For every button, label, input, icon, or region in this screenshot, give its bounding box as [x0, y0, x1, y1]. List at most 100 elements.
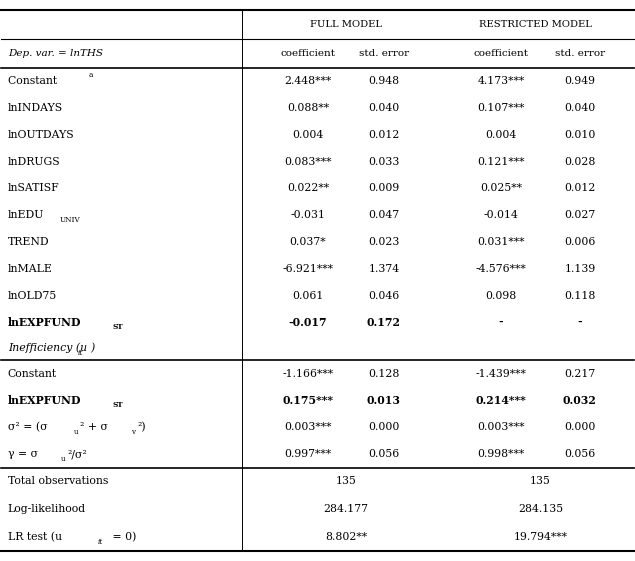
Text: lnDRUGS: lnDRUGS — [8, 157, 60, 167]
Text: RESTRICTED MODEL: RESTRICTED MODEL — [479, 20, 592, 29]
Text: lnMALE: lnMALE — [8, 264, 53, 274]
Text: 8.802**: 8.802** — [325, 532, 367, 542]
Text: 19.794***: 19.794*** — [513, 532, 567, 542]
Text: u: u — [74, 428, 79, 436]
Text: 0.003***: 0.003*** — [284, 422, 331, 433]
Text: 0.175***: 0.175*** — [283, 395, 333, 406]
Text: std. error: std. error — [359, 49, 409, 58]
Text: 4.173***: 4.173*** — [478, 76, 525, 86]
Text: 0.061: 0.061 — [292, 291, 324, 301]
Text: 0.214***: 0.214*** — [476, 395, 526, 406]
Text: 0.948: 0.948 — [368, 76, 399, 86]
Text: 0.083***: 0.083*** — [284, 157, 331, 167]
Text: 0.025**: 0.025** — [480, 183, 522, 194]
Text: 0.000: 0.000 — [368, 422, 399, 433]
Text: 284.135: 284.135 — [518, 504, 563, 514]
Text: 0.032: 0.032 — [563, 395, 597, 406]
Text: lnOUTDAYS: lnOUTDAYS — [8, 130, 74, 140]
Text: -0.014: -0.014 — [483, 210, 518, 220]
Text: FULL MODEL: FULL MODEL — [310, 20, 382, 29]
Text: 0.997***: 0.997*** — [284, 449, 331, 459]
Text: v: v — [131, 428, 135, 436]
Text: 0.998***: 0.998*** — [478, 449, 525, 459]
Text: 0.118: 0.118 — [564, 291, 596, 301]
Text: 0.046: 0.046 — [368, 291, 399, 301]
Text: 284.177: 284.177 — [323, 504, 368, 514]
Text: lnEXPFUND: lnEXPFUND — [8, 395, 81, 406]
Text: 0.128: 0.128 — [368, 369, 399, 379]
Text: 0.088**: 0.088** — [287, 103, 329, 113]
Text: coefficient: coefficient — [473, 49, 528, 58]
Text: 0.000: 0.000 — [564, 422, 596, 433]
Text: TREND: TREND — [8, 237, 50, 247]
Text: 135: 135 — [530, 476, 551, 486]
Text: 0.012: 0.012 — [564, 183, 596, 194]
Text: 0.098: 0.098 — [485, 291, 516, 301]
Text: Dep. var. = lnTHS: Dep. var. = lnTHS — [8, 49, 103, 58]
Text: 0.028: 0.028 — [564, 157, 596, 167]
Text: Constant: Constant — [8, 369, 57, 379]
Text: lnOLD75: lnOLD75 — [8, 291, 57, 301]
Text: = 0): = 0) — [109, 532, 137, 542]
Text: 1.374: 1.374 — [368, 264, 399, 274]
Text: 1.139: 1.139 — [565, 264, 596, 274]
Text: 0.022**: 0.022** — [287, 183, 329, 194]
Text: ST: ST — [112, 401, 123, 409]
Text: coefficient: coefficient — [281, 49, 335, 58]
Text: ST: ST — [112, 323, 123, 331]
Text: UNIV: UNIV — [60, 215, 80, 224]
Text: -4.576***: -4.576*** — [476, 264, 526, 274]
Text: Log-likelihood: Log-likelihood — [8, 504, 86, 514]
Text: ²): ²) — [137, 422, 146, 433]
Text: 0.040: 0.040 — [368, 103, 399, 113]
Text: -: - — [498, 317, 503, 328]
Text: 0.004: 0.004 — [292, 130, 324, 140]
Text: LR test (u: LR test (u — [8, 532, 62, 542]
Text: -6.921***: -6.921*** — [283, 264, 333, 274]
Text: Constant: Constant — [8, 76, 60, 86]
Text: 0.027: 0.027 — [565, 210, 596, 220]
Text: 0.012: 0.012 — [368, 130, 399, 140]
Text: a: a — [89, 71, 93, 79]
Text: lnEXPFUND: lnEXPFUND — [8, 317, 81, 328]
Text: lnEDU: lnEDU — [8, 210, 44, 220]
Text: -0.017: -0.017 — [289, 317, 327, 328]
Text: γ = σ: γ = σ — [8, 449, 37, 459]
Text: 0.010: 0.010 — [564, 130, 596, 140]
Text: 0.172: 0.172 — [367, 317, 401, 328]
Text: lnINDAYS: lnINDAYS — [8, 103, 63, 113]
Text: -1.166***: -1.166*** — [283, 369, 333, 379]
Text: ²/σ²: ²/σ² — [67, 449, 87, 459]
Text: σ² = (σ: σ² = (σ — [8, 422, 48, 433]
Text: 0.004: 0.004 — [485, 130, 516, 140]
Text: 0.121***: 0.121*** — [477, 157, 525, 167]
Text: 0.023: 0.023 — [368, 237, 399, 247]
Text: it: it — [98, 538, 103, 546]
Text: 2.448***: 2.448*** — [284, 76, 331, 86]
Text: 0.031***: 0.031*** — [477, 237, 525, 247]
Text: 0.949: 0.949 — [565, 76, 596, 86]
Text: -0.031: -0.031 — [291, 210, 326, 220]
Text: std. error: std. error — [555, 49, 605, 58]
Text: 0.217: 0.217 — [565, 369, 596, 379]
Text: Total observations: Total observations — [8, 476, 108, 486]
Text: 0.107***: 0.107*** — [477, 103, 525, 113]
Text: 0.047: 0.047 — [368, 210, 399, 220]
Text: 0.013: 0.013 — [367, 395, 401, 406]
Text: 0.009: 0.009 — [368, 183, 399, 194]
Text: -1.439***: -1.439*** — [476, 369, 526, 379]
Text: 0.006: 0.006 — [564, 237, 596, 247]
Text: it: it — [78, 348, 83, 356]
Text: -: - — [578, 317, 582, 328]
Text: lnSATISF: lnSATISF — [8, 183, 60, 194]
Text: 0.056: 0.056 — [368, 449, 399, 459]
Text: ² + σ: ² + σ — [81, 422, 109, 433]
Text: 0.037*: 0.037* — [290, 237, 326, 247]
Text: 0.033: 0.033 — [368, 157, 399, 167]
Text: 0.003***: 0.003*** — [477, 422, 525, 433]
Text: 135: 135 — [335, 476, 356, 486]
Text: Inefficiency (u: Inefficiency (u — [8, 343, 87, 353]
Text: 0.056: 0.056 — [565, 449, 596, 459]
Text: u: u — [61, 454, 65, 463]
Text: ): ) — [90, 343, 94, 353]
